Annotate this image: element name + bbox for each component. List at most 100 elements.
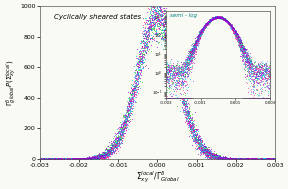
Point bbox=[113, 143, 117, 146]
Point bbox=[83, 157, 88, 160]
Point bbox=[171, 44, 176, 47]
Point bbox=[71, 157, 75, 160]
Point bbox=[97, 156, 102, 159]
Point bbox=[182, 92, 186, 95]
Point bbox=[91, 156, 96, 159]
Point bbox=[57, 157, 62, 160]
Point bbox=[111, 148, 115, 151]
Point bbox=[47, 157, 52, 160]
Point bbox=[164, 26, 168, 29]
Point bbox=[88, 157, 92, 160]
Point bbox=[244, 157, 248, 160]
Point bbox=[254, 157, 259, 160]
Point bbox=[115, 131, 120, 134]
Point bbox=[111, 148, 116, 151]
Point bbox=[149, 24, 154, 27]
Point bbox=[210, 155, 214, 158]
Point bbox=[134, 72, 138, 75]
Point bbox=[214, 155, 218, 158]
Point bbox=[202, 148, 207, 151]
Point bbox=[125, 119, 129, 122]
Point bbox=[251, 157, 256, 160]
Point bbox=[129, 101, 134, 104]
Point bbox=[182, 88, 187, 91]
Point bbox=[250, 157, 254, 160]
Point bbox=[260, 157, 264, 160]
Point bbox=[197, 138, 201, 141]
Point bbox=[72, 157, 77, 160]
Point bbox=[160, 30, 165, 33]
Point bbox=[270, 157, 275, 160]
Point bbox=[196, 153, 200, 156]
Point bbox=[124, 117, 129, 120]
Point bbox=[257, 157, 262, 160]
Point bbox=[55, 157, 60, 160]
Point bbox=[131, 93, 136, 96]
Point bbox=[181, 102, 185, 105]
Point bbox=[219, 157, 224, 160]
Point bbox=[178, 93, 183, 96]
Point bbox=[215, 156, 219, 159]
Point bbox=[131, 86, 136, 89]
Point bbox=[124, 114, 128, 117]
Point bbox=[42, 157, 47, 160]
Point bbox=[163, 19, 168, 22]
Point bbox=[258, 157, 262, 160]
Point bbox=[234, 157, 238, 160]
Point bbox=[115, 137, 120, 140]
Point bbox=[254, 157, 258, 160]
Point bbox=[251, 157, 255, 160]
Point bbox=[159, 23, 164, 26]
Point bbox=[227, 157, 231, 160]
Point bbox=[261, 157, 266, 160]
Point bbox=[100, 157, 105, 160]
Point bbox=[212, 156, 217, 159]
Point bbox=[107, 148, 111, 151]
Point bbox=[54, 157, 59, 160]
Point bbox=[69, 157, 74, 160]
Point bbox=[216, 155, 221, 158]
Point bbox=[257, 157, 262, 160]
Point bbox=[42, 157, 46, 160]
Point bbox=[204, 154, 209, 157]
Point bbox=[198, 140, 203, 143]
Point bbox=[62, 157, 67, 160]
Point bbox=[149, 8, 154, 11]
Point bbox=[180, 91, 185, 94]
Point bbox=[103, 153, 108, 156]
Point bbox=[39, 157, 44, 160]
Point bbox=[259, 157, 264, 160]
Point bbox=[254, 157, 259, 160]
Point bbox=[219, 156, 224, 159]
Point bbox=[53, 157, 58, 160]
Point bbox=[167, 27, 172, 30]
Point bbox=[270, 156, 274, 159]
Point bbox=[262, 157, 266, 160]
Point bbox=[218, 156, 222, 159]
Point bbox=[125, 117, 129, 120]
Point bbox=[123, 122, 128, 125]
Point bbox=[134, 84, 139, 87]
Point bbox=[228, 156, 233, 159]
Point bbox=[248, 157, 252, 160]
Point bbox=[113, 138, 118, 141]
Point bbox=[74, 157, 79, 160]
Point bbox=[194, 139, 198, 142]
Point bbox=[180, 101, 184, 104]
Point bbox=[50, 157, 55, 160]
Point bbox=[65, 157, 70, 160]
Point bbox=[156, 26, 161, 29]
Point bbox=[190, 127, 194, 130]
Point bbox=[127, 109, 132, 112]
Point bbox=[84, 157, 88, 160]
Point bbox=[73, 157, 78, 160]
Point bbox=[183, 99, 188, 102]
Point bbox=[211, 156, 216, 159]
Point bbox=[78, 157, 83, 160]
Point bbox=[144, 44, 149, 47]
Point bbox=[126, 107, 130, 110]
Point bbox=[124, 121, 128, 124]
Point bbox=[40, 157, 45, 160]
Point bbox=[257, 157, 262, 160]
Point bbox=[247, 157, 252, 160]
